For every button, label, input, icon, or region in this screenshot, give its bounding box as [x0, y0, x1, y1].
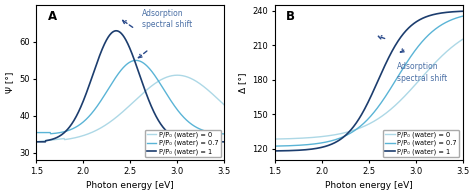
Legend: P/P₀ (water) = 0, P/P₀ (water) = 0.7, P/P₀ (water) = 1: P/P₀ (water) = 0, P/P₀ (water) = 0.7, P/… — [145, 129, 221, 157]
Text: B: B — [286, 10, 295, 23]
Text: Adsorption
spectral shift: Adsorption spectral shift — [397, 62, 447, 82]
Legend: P/P₀ (water) = 0, P/P₀ (water) = 0.7, P/P₀ (water) = 1: P/P₀ (water) = 0, P/P₀ (water) = 0.7, P/… — [383, 129, 459, 157]
X-axis label: Photon energy [eV]: Photon energy [eV] — [86, 181, 174, 190]
Text: Adsorption
spectral shift: Adsorption spectral shift — [142, 9, 192, 29]
Y-axis label: Δ [°]: Δ [°] — [238, 72, 247, 93]
Text: A: A — [47, 10, 57, 23]
Y-axis label: Ψ [°]: Ψ [°] — [5, 72, 14, 93]
X-axis label: Photon energy [eV]: Photon energy [eV] — [325, 181, 412, 190]
